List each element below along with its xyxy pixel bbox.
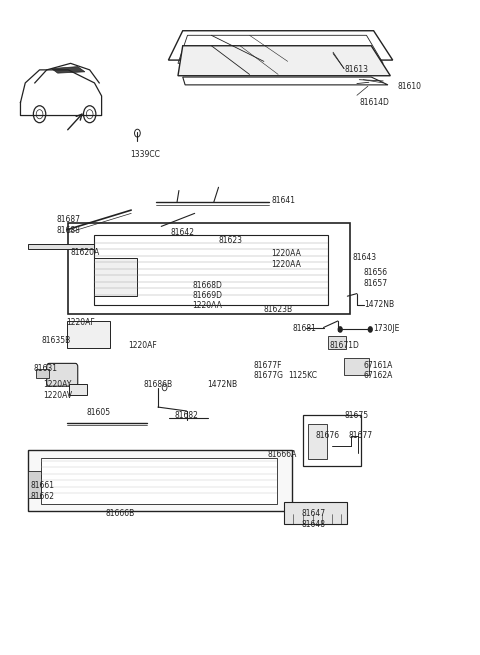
Polygon shape bbox=[40, 458, 277, 504]
Bar bbox=[28, 471, 40, 498]
Polygon shape bbox=[28, 450, 291, 512]
Text: 81668D: 81668D bbox=[192, 280, 222, 290]
Text: 81631: 81631 bbox=[34, 364, 58, 373]
Text: 1220AA: 1220AA bbox=[271, 260, 301, 269]
Text: 81677F: 81677F bbox=[253, 361, 282, 370]
Text: 67162A: 67162A bbox=[363, 371, 393, 381]
Text: 81682: 81682 bbox=[174, 411, 198, 420]
Text: 81687: 81687 bbox=[56, 215, 80, 225]
Text: 81648: 81648 bbox=[301, 520, 325, 529]
Text: 1472NB: 1472NB bbox=[207, 381, 238, 389]
Text: 81661: 81661 bbox=[31, 481, 55, 490]
Circle shape bbox=[368, 327, 372, 332]
Bar bbox=[36, 369, 49, 379]
Text: 81613: 81613 bbox=[345, 66, 369, 75]
Text: 1220AF: 1220AF bbox=[66, 318, 95, 327]
Text: 1125KC: 1125KC bbox=[288, 371, 317, 381]
Bar bbox=[328, 336, 347, 349]
Bar bbox=[344, 358, 369, 375]
Text: 1339CC: 1339CC bbox=[130, 150, 160, 159]
Text: 81647: 81647 bbox=[301, 509, 325, 518]
Text: 81677: 81677 bbox=[349, 430, 373, 440]
Text: 81623: 81623 bbox=[218, 236, 242, 245]
Text: 1730JE: 1730JE bbox=[373, 324, 400, 333]
Text: 81676: 81676 bbox=[315, 430, 339, 440]
Polygon shape bbox=[284, 502, 348, 525]
Text: 81635B: 81635B bbox=[42, 336, 71, 345]
Text: 67161A: 67161A bbox=[363, 361, 393, 370]
Text: 81605: 81605 bbox=[86, 408, 110, 417]
Text: 81671D: 81671D bbox=[330, 341, 360, 350]
Text: 81669D: 81669D bbox=[192, 291, 222, 300]
Polygon shape bbox=[51, 67, 85, 73]
Text: 1220AV: 1220AV bbox=[43, 392, 72, 400]
Text: 81666A: 81666A bbox=[268, 450, 297, 459]
Text: 81641: 81641 bbox=[271, 196, 295, 205]
Text: 81623B: 81623B bbox=[264, 305, 293, 314]
Text: 81610: 81610 bbox=[397, 82, 421, 90]
Text: 81662: 81662 bbox=[31, 492, 55, 501]
Text: 81681: 81681 bbox=[292, 324, 316, 333]
FancyBboxPatch shape bbox=[47, 364, 78, 386]
Bar bbox=[69, 384, 87, 396]
Bar bbox=[303, 415, 361, 466]
Bar bbox=[67, 321, 110, 348]
Text: 1220AY: 1220AY bbox=[43, 381, 72, 389]
Text: 1220AF: 1220AF bbox=[128, 341, 156, 350]
Text: 1472NB: 1472NB bbox=[364, 300, 394, 309]
Text: 81620A: 81620A bbox=[71, 248, 100, 257]
Polygon shape bbox=[95, 235, 328, 305]
Text: 81686B: 81686B bbox=[144, 381, 173, 389]
Polygon shape bbox=[178, 46, 390, 76]
Bar bbox=[95, 258, 137, 296]
Text: 81677G: 81677G bbox=[253, 371, 283, 381]
Text: 1220AA: 1220AA bbox=[271, 250, 301, 258]
Text: 81642: 81642 bbox=[171, 229, 195, 237]
Text: 81643: 81643 bbox=[352, 253, 376, 261]
Text: 1220AA: 1220AA bbox=[192, 301, 222, 310]
Text: 81688: 81688 bbox=[56, 227, 80, 235]
Text: 81657: 81657 bbox=[363, 278, 387, 288]
Text: 81666B: 81666B bbox=[106, 509, 135, 518]
Text: 81656: 81656 bbox=[363, 267, 387, 276]
Polygon shape bbox=[28, 244, 95, 250]
Text: 81614D: 81614D bbox=[360, 98, 389, 107]
Bar bbox=[308, 424, 327, 459]
Text: 81675: 81675 bbox=[344, 411, 368, 420]
Circle shape bbox=[338, 327, 342, 332]
